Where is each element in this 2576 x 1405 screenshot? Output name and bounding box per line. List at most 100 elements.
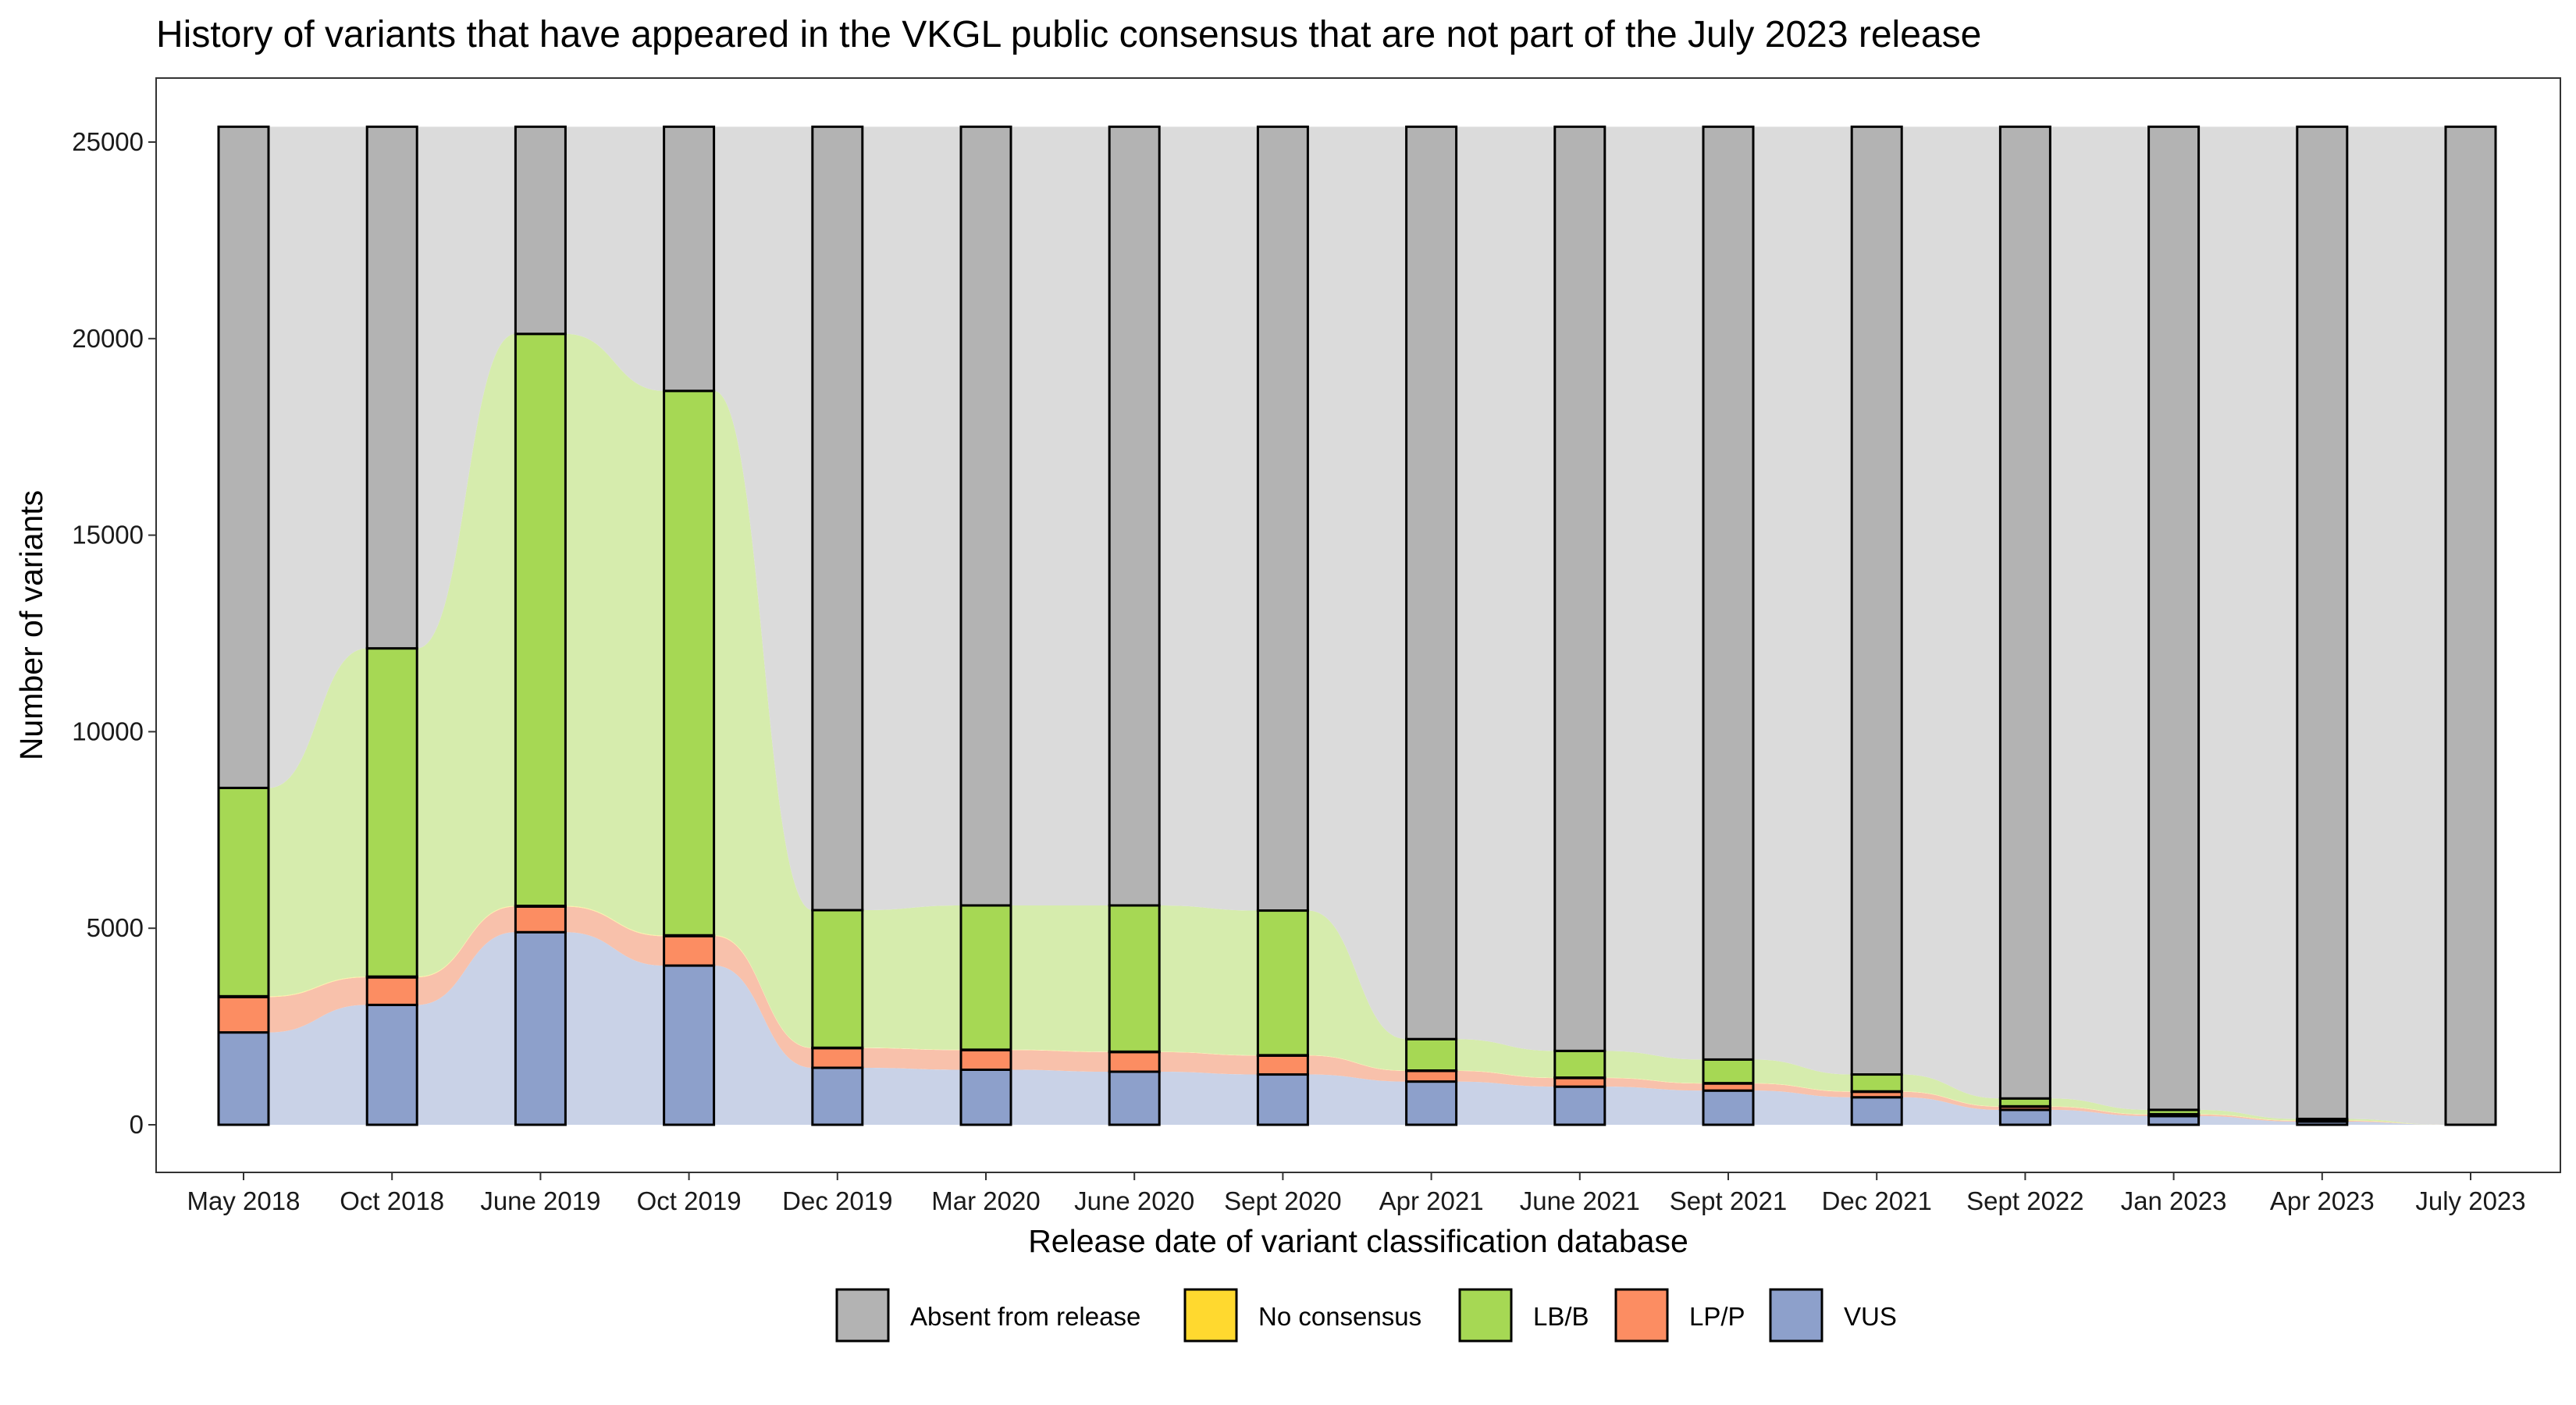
bar-segment-lp-p xyxy=(365,976,418,1006)
flow-no-consensus xyxy=(1456,1070,1555,1079)
bar-segment-lp-p xyxy=(811,1047,864,1069)
flow-lp-p xyxy=(269,977,368,1033)
bar-segment-lb-b xyxy=(1702,1058,1755,1085)
x-tick-label: June 2020 xyxy=(1074,1186,1194,1215)
flow-lp-p xyxy=(2050,1106,2149,1116)
flow-vus xyxy=(1902,1097,2001,1125)
flow-absent-from-release xyxy=(1308,126,1407,1040)
bar-segment-vus xyxy=(217,1031,270,1126)
legend-swatch xyxy=(1458,1288,1513,1343)
flow-lp-p xyxy=(1604,1078,1703,1091)
legend-swatch xyxy=(1614,1288,1669,1343)
flow-absent-from-release xyxy=(1753,126,1852,1075)
x-tick-label: Jan 2023 xyxy=(2121,1186,2227,1215)
flow-no-consensus xyxy=(2050,1106,2149,1115)
flow-lp-p xyxy=(1159,1051,1258,1075)
bar-segment-vus xyxy=(663,964,716,1126)
flow-no-consensus xyxy=(1902,1091,2001,1107)
bar-segment-lb-b xyxy=(1553,1049,1606,1080)
bar-segment-lp-p xyxy=(663,934,716,967)
flow-vus xyxy=(713,966,813,1125)
y-tick-label: 20000 xyxy=(72,324,144,353)
x-tick-label: Sept 2021 xyxy=(1670,1186,1787,1215)
flow-lb-b xyxy=(1308,910,1407,1071)
flow-absent-from-release xyxy=(1902,126,2001,1099)
flow-no-consensus xyxy=(1308,1055,1407,1072)
bar-segment-lb-b xyxy=(1998,1097,2051,1108)
x-tick-label: Dec 2021 xyxy=(1822,1186,1932,1215)
flow-vus xyxy=(1456,1081,1555,1125)
flow-lb-b xyxy=(1753,1059,1852,1092)
bar-segment-vus xyxy=(1256,1073,1309,1126)
x-tick-label: May 2018 xyxy=(187,1186,301,1215)
bar-segment-lb-b xyxy=(663,389,716,937)
x-tick-label: June 2019 xyxy=(480,1186,600,1215)
bar-segment-lp-p xyxy=(959,1048,1012,1071)
x-axis: May 2018 Oct 2018 June 2019 Oct 2019 Dec 201… xyxy=(187,1172,2526,1215)
bar-segment-vus xyxy=(1108,1070,1161,1126)
flow-lp-p xyxy=(862,1048,961,1070)
flow-absent-from-release xyxy=(1604,126,1703,1060)
bar-segment-vus xyxy=(2147,1115,2201,1126)
flow-lb-b xyxy=(2198,1109,2297,1121)
flow-vus xyxy=(1011,1069,1110,1125)
y-tick-label: 15000 xyxy=(72,521,144,550)
bar-segment-absent-from-release xyxy=(1998,125,2051,1100)
bar-segment-absent-from-release xyxy=(365,125,418,650)
y-tick-label: 5000 xyxy=(87,913,144,942)
flow-lb-b xyxy=(565,333,664,936)
bar-segment-absent-from-release xyxy=(1108,125,1161,907)
bar-segment-absent-from-release xyxy=(1553,125,1606,1052)
bar-segment-absent-from-release xyxy=(2444,125,2497,1126)
flow-absent-from-release xyxy=(565,126,664,391)
legend-label: LP/P xyxy=(1689,1302,1745,1331)
legend-label: Absent from release xyxy=(910,1302,1140,1331)
flow-lb-b xyxy=(713,390,813,1048)
legend-swatch xyxy=(1769,1288,1823,1343)
x-axis-title: Release date of variant classification d… xyxy=(1028,1223,1688,1259)
bar-segment-vus xyxy=(1850,1096,1903,1126)
y-axis-title: Number of variants xyxy=(13,490,49,760)
bar-segment-lb-b xyxy=(1108,904,1161,1053)
flow-lb-b xyxy=(269,648,368,997)
y-tick-label: 0 xyxy=(130,1110,144,1139)
bar-segment-vus xyxy=(1702,1089,1755,1126)
bar-segment-lp-p xyxy=(514,905,567,934)
bar-segment-absent-from-release xyxy=(811,125,864,912)
bar-segment-lp-p xyxy=(1405,1069,1458,1083)
x-tick-label: Oct 2019 xyxy=(637,1186,742,1215)
flow-lp-p xyxy=(2198,1114,2297,1122)
flow-absent-from-release xyxy=(2347,126,2446,1125)
flow-no-consensus xyxy=(713,935,813,1048)
bar-segment-absent-from-release xyxy=(1850,125,1903,1076)
bar-segment-vus xyxy=(514,930,567,1126)
bar-segment-lp-p xyxy=(1256,1054,1309,1076)
stacked-bars xyxy=(217,125,2497,1126)
flow-absent-from-release xyxy=(417,126,516,649)
flow-lp-p xyxy=(417,906,516,1005)
flow-absent-from-release xyxy=(2050,126,2149,1110)
flow-absent-from-release xyxy=(269,126,368,788)
bar-segment-lb-b xyxy=(217,786,270,998)
bar-segment-lb-b xyxy=(1405,1037,1458,1072)
bar-segment-lb-b xyxy=(1850,1073,1903,1093)
bar-segment-lb-b xyxy=(811,909,864,1049)
flow-vus xyxy=(2198,1115,2297,1125)
flow-lp-p xyxy=(1902,1091,2001,1110)
x-tick-label: Dec 2019 xyxy=(782,1186,892,1215)
flow-lp-p xyxy=(1456,1071,1555,1087)
flow-no-consensus xyxy=(1604,1077,1703,1084)
y-tick-label: 25000 xyxy=(72,127,144,156)
flow-lp-p xyxy=(2347,1120,2446,1125)
bar-segment-vus xyxy=(1553,1085,1606,1126)
bar-segment-lp-p xyxy=(1553,1076,1606,1088)
bar-segment-vus xyxy=(365,1003,418,1126)
flow-vus xyxy=(862,1067,961,1125)
bar-segment-lb-b xyxy=(959,904,1012,1051)
bar-segment-vus xyxy=(1405,1080,1458,1126)
flow-lp-p xyxy=(713,936,813,1068)
bar-segment-vus xyxy=(1998,1108,2051,1126)
bar-segment-lp-p xyxy=(217,995,270,1034)
flow-no-consensus xyxy=(862,1048,961,1051)
flow-absent-from-release xyxy=(2198,126,2297,1119)
